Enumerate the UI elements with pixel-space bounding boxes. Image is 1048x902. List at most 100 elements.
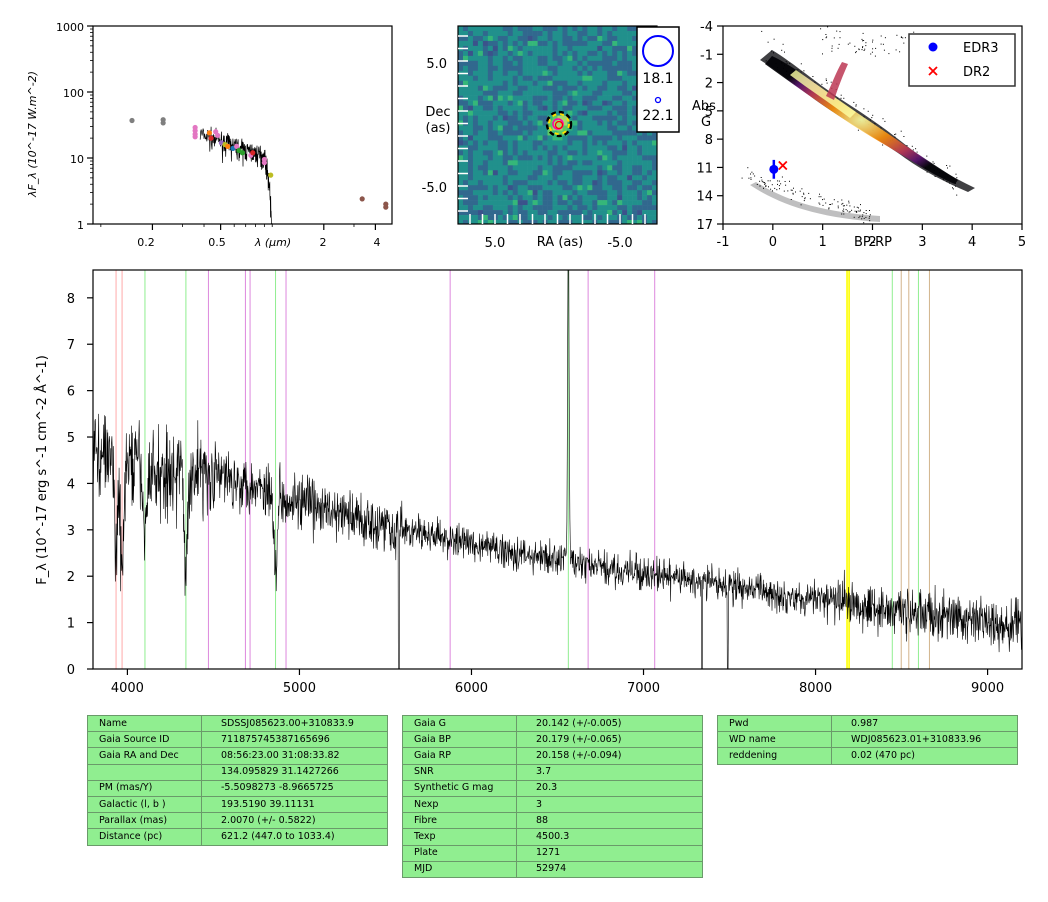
image-pixel [527, 90, 533, 96]
image-pixel [502, 120, 509, 126]
hrd-star-dot [820, 28, 822, 30]
image-pixel [652, 205, 657, 211]
image-pixel [597, 95, 603, 101]
image-pixel [632, 125, 638, 131]
hrd-star-dot [765, 186, 767, 187]
image-pixel [582, 175, 588, 181]
image-pixel [562, 190, 568, 196]
image-pixel [537, 140, 543, 146]
image-pixel [622, 190, 628, 196]
image-pixel [472, 200, 479, 206]
image-pixel [617, 45, 623, 52]
image-pixel [477, 35, 484, 42]
hrd-star-dot [867, 110, 869, 112]
image-pixel [477, 145, 484, 151]
spectrum-ytick-label: 4 [67, 477, 75, 492]
image-pixel [587, 130, 593, 136]
image-pixel [607, 26, 613, 32]
hrd-star-dot [895, 49, 897, 51]
image-pixel [582, 50, 588, 57]
image-pixel [487, 35, 494, 42]
image-pixel [458, 90, 464, 96]
image-pixel [577, 190, 583, 196]
hrd-star-dot [839, 31, 841, 33]
image-pixel [632, 60, 638, 67]
image-pixel [502, 26, 509, 32]
hrd-star-dot [828, 208, 830, 210]
image-pixel [507, 45, 514, 52]
image-pixel [617, 70, 623, 77]
image-pixel [587, 185, 593, 191]
image-pixel [542, 160, 548, 166]
image-pixel [532, 110, 538, 116]
image-pixel [522, 165, 528, 171]
image-pixel [482, 190, 489, 196]
image-pixel [497, 110, 504, 116]
image-pixel [507, 185, 514, 191]
sed-photometry-point [208, 135, 214, 141]
image-pixel [597, 45, 603, 52]
hrd-star-dot [799, 190, 801, 192]
image-pixel [458, 60, 464, 67]
image-pixel [507, 170, 514, 176]
image-pixel [617, 60, 623, 67]
image-pixel [497, 145, 504, 151]
image-pixel [627, 110, 633, 116]
image-pixel [647, 170, 653, 176]
image-pixel [467, 85, 474, 91]
image-pixel [517, 130, 523, 136]
hrd-star-dot [952, 188, 954, 190]
image-pixel [577, 55, 583, 62]
hrd-star-dot [771, 184, 773, 186]
image-pixel [592, 200, 598, 206]
image-pixel [582, 135, 588, 141]
hrd-star-dot [858, 49, 860, 51]
image-pixel [567, 155, 573, 161]
sed-xtick-label: 0.5 [208, 236, 226, 249]
hrd-star-dot [911, 145, 913, 147]
image-pixel [627, 175, 633, 181]
hrd-ylabel: G [701, 115, 711, 130]
hrd-star-dot [819, 193, 820, 195]
image-pixel [502, 65, 509, 72]
image-pixel [622, 200, 628, 206]
image-pixel [577, 110, 583, 116]
sed-photometry-point [250, 150, 256, 156]
image-pixel [552, 150, 558, 156]
image-pixel [572, 200, 578, 206]
image-pixel [572, 130, 578, 136]
image-pixel [597, 80, 603, 86]
image-pixel [602, 165, 608, 171]
image-pixel [492, 175, 499, 181]
image-pixel [477, 85, 484, 91]
image-pixel [492, 120, 499, 126]
image-pixel [458, 115, 464, 121]
table-key: Gaia RP [402, 747, 517, 765]
table-key: PM (mas/Y) [87, 779, 202, 797]
image-pixel [602, 105, 608, 111]
image-pixel [512, 140, 519, 146]
image-pixel [577, 130, 583, 136]
image-pixel [587, 55, 593, 62]
hrd-star-dot [781, 176, 783, 178]
hrd-star-dot [858, 207, 859, 209]
hrd-ytick-label: 5 [705, 105, 713, 120]
image-pixel [522, 140, 528, 146]
image-pixel [487, 75, 494, 82]
table-row: WD name WDJ085623.01+310833.96 [717, 731, 1018, 749]
image-pixel [472, 215, 479, 221]
image-pixel [537, 115, 543, 121]
image-pixel [462, 110, 469, 116]
image-pixel [472, 130, 479, 136]
hrd-star-dot [875, 47, 877, 49]
image-pixel [627, 155, 633, 161]
table-key: Gaia G [402, 714, 517, 733]
image-pixel [557, 200, 563, 206]
image-pixel [487, 85, 494, 91]
sed-ylabel: λF_λ (10^-17 W.m^-2) [26, 71, 39, 198]
hrd-star-dot [840, 94, 842, 96]
image-pixel [547, 110, 553, 116]
image-pixel [562, 45, 568, 52]
image-pixel [602, 140, 608, 146]
